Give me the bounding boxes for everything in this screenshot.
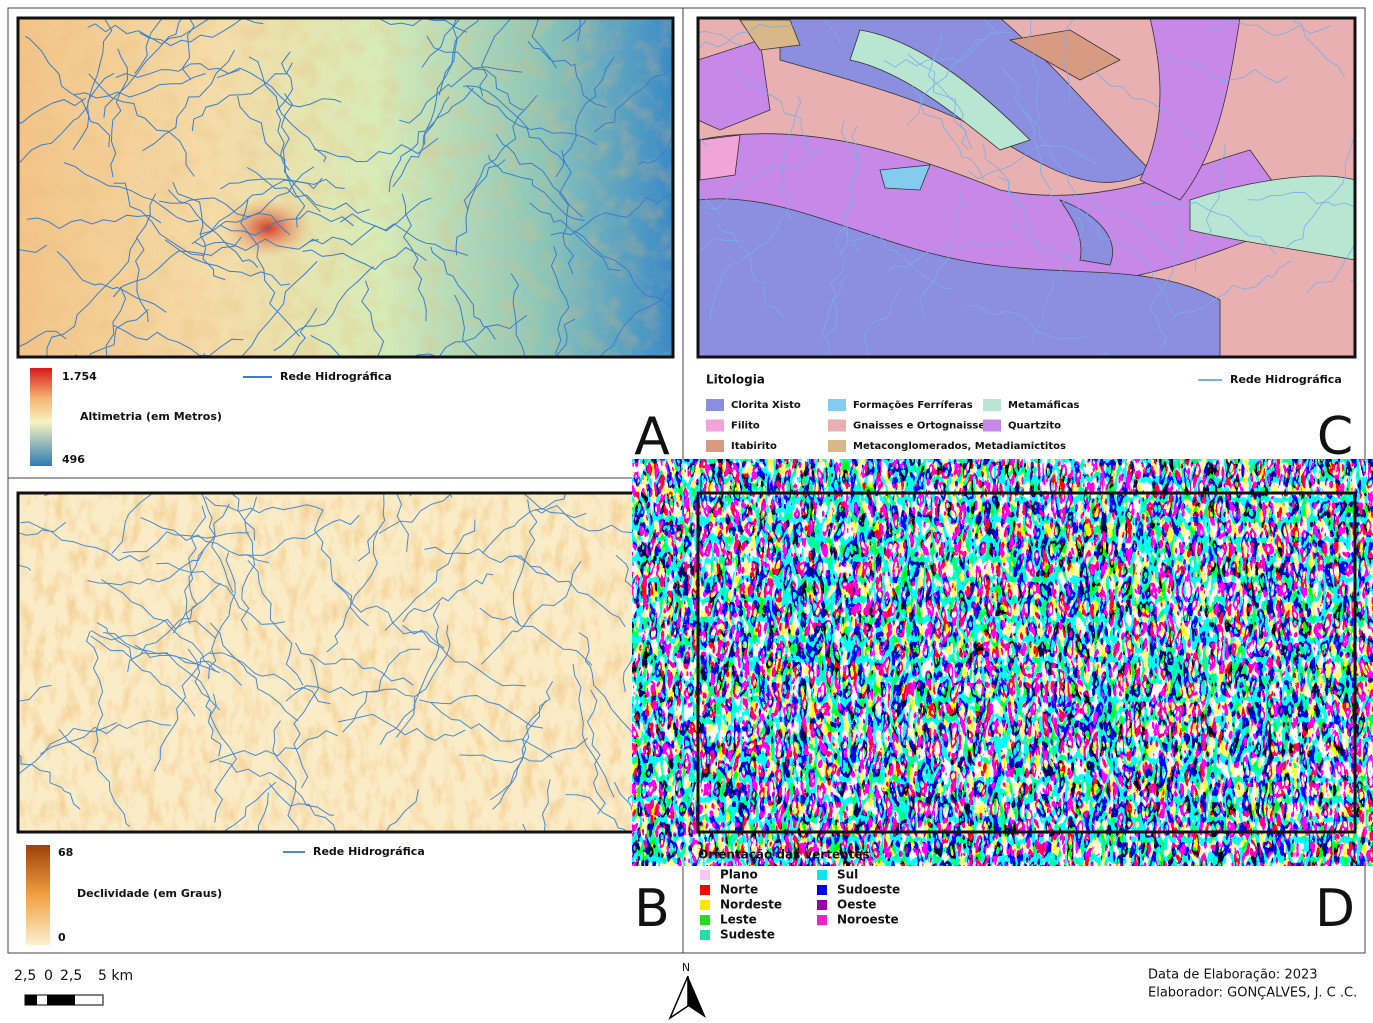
page: { "panels": { "a": {"letter": "A", "ramp… (0, 0, 1373, 1023)
ramp-max: 1.754 (62, 370, 97, 383)
legend-label: Metaconglomerados, Metadiamictitos (853, 441, 1066, 452)
legend-swatch (706, 440, 724, 452)
panel-letter: C (1317, 407, 1353, 467)
slope-map (0, 375, 798, 954)
legend-label: Sudoeste (837, 883, 900, 897)
legend-label: Itabirito (731, 441, 777, 452)
body: 1.754 Altimetria (em Metros) 496 Rede Hi… (0, 0, 1373, 1023)
legend-label: Metamáficas (1008, 399, 1080, 411)
panel-letter: B (634, 879, 670, 939)
legend-swatch (700, 870, 710, 880)
legend-swatch (983, 399, 1001, 411)
legend-label: Sudeste (720, 928, 775, 942)
legend-label: Sul (837, 868, 858, 882)
legend-swatch (700, 915, 710, 925)
ramp-max: 68 (58, 846, 73, 859)
north-label: N (682, 961, 690, 974)
legend-swatch (828, 399, 846, 411)
scale-label: 2,5 (14, 968, 36, 984)
river (410, 406, 533, 496)
ramp-min: 0 (58, 931, 66, 944)
scale-label: 0 (44, 968, 53, 984)
legend-swatch (828, 420, 846, 432)
river (0, 68, 18, 196)
aspect-legend: PlanoNorteNordesteLesteSudeste SulSudoest… (700, 868, 900, 942)
legend-label: Noroeste (837, 913, 899, 927)
legend-swatch (706, 420, 724, 432)
credit-date: Data de Elaboração: 2023 (1148, 968, 1318, 983)
panel-letter: A (634, 407, 670, 467)
scale-label: 5 km (98, 968, 133, 984)
ramp-min: 496 (62, 453, 85, 466)
panel-letter: D (1315, 879, 1355, 939)
river-label: Rede Hidrográfica (1230, 373, 1342, 386)
legend-label: Gnaisses e Ortognaisses (853, 421, 991, 432)
legend-swatch (817, 900, 827, 910)
legend-swatch (817, 885, 827, 895)
legend-swatch (700, 885, 710, 895)
ramp-title: Altimetria (em Metros) (80, 410, 222, 423)
legend-label: Leste (720, 913, 757, 927)
legend-label: Clorita Xisto (731, 400, 801, 411)
north-arrow: N (670, 961, 706, 1018)
legend-label: Norte (720, 883, 758, 897)
credit-author: Elaborador: GONÇALVES, J. C .C. (1148, 986, 1357, 1001)
legend-swatch (983, 420, 1001, 432)
legend-swatch (828, 440, 846, 452)
legend-swatch (700, 900, 710, 910)
color-ramp (26, 845, 50, 945)
figure: 1.754 Altimetria (em Metros) 496 Rede Hi… (0, 0, 1373, 1023)
legend-label: Quartzito (1008, 421, 1061, 432)
legend-label: Filito (731, 421, 760, 432)
legend-swatch (700, 930, 710, 940)
aspect-map (698, 493, 1355, 832)
legend-title: Litologia (706, 373, 765, 387)
legend-label: Oeste (837, 898, 876, 912)
elevation-map (0, 0, 718, 470)
river (450, 375, 483, 497)
legend-label: Plano (720, 868, 758, 882)
scale-label: 2,5 (60, 968, 82, 984)
legend-swatch (706, 399, 724, 411)
color-ramp (30, 368, 52, 466)
lithology-legend: Clorita Xisto Filito Itabirito Formações Fe… (706, 399, 1080, 452)
legend-swatch (817, 870, 827, 880)
legend-label: Nordeste (720, 898, 782, 912)
river (1084, 356, 1179, 444)
legend-label: Formações Ferríferas (853, 399, 973, 411)
river-label: Rede Hidrográfica (280, 370, 392, 383)
ramp-title: Declividade (em Graus) (77, 887, 222, 900)
scale-bar: 2,5 0 2,5 5 km (14, 968, 133, 1005)
river (523, 824, 561, 954)
legend-title: Orientação das vertentes (698, 848, 870, 862)
legend-swatch (817, 915, 827, 925)
river-label: Rede Hidrográfica (313, 845, 425, 858)
